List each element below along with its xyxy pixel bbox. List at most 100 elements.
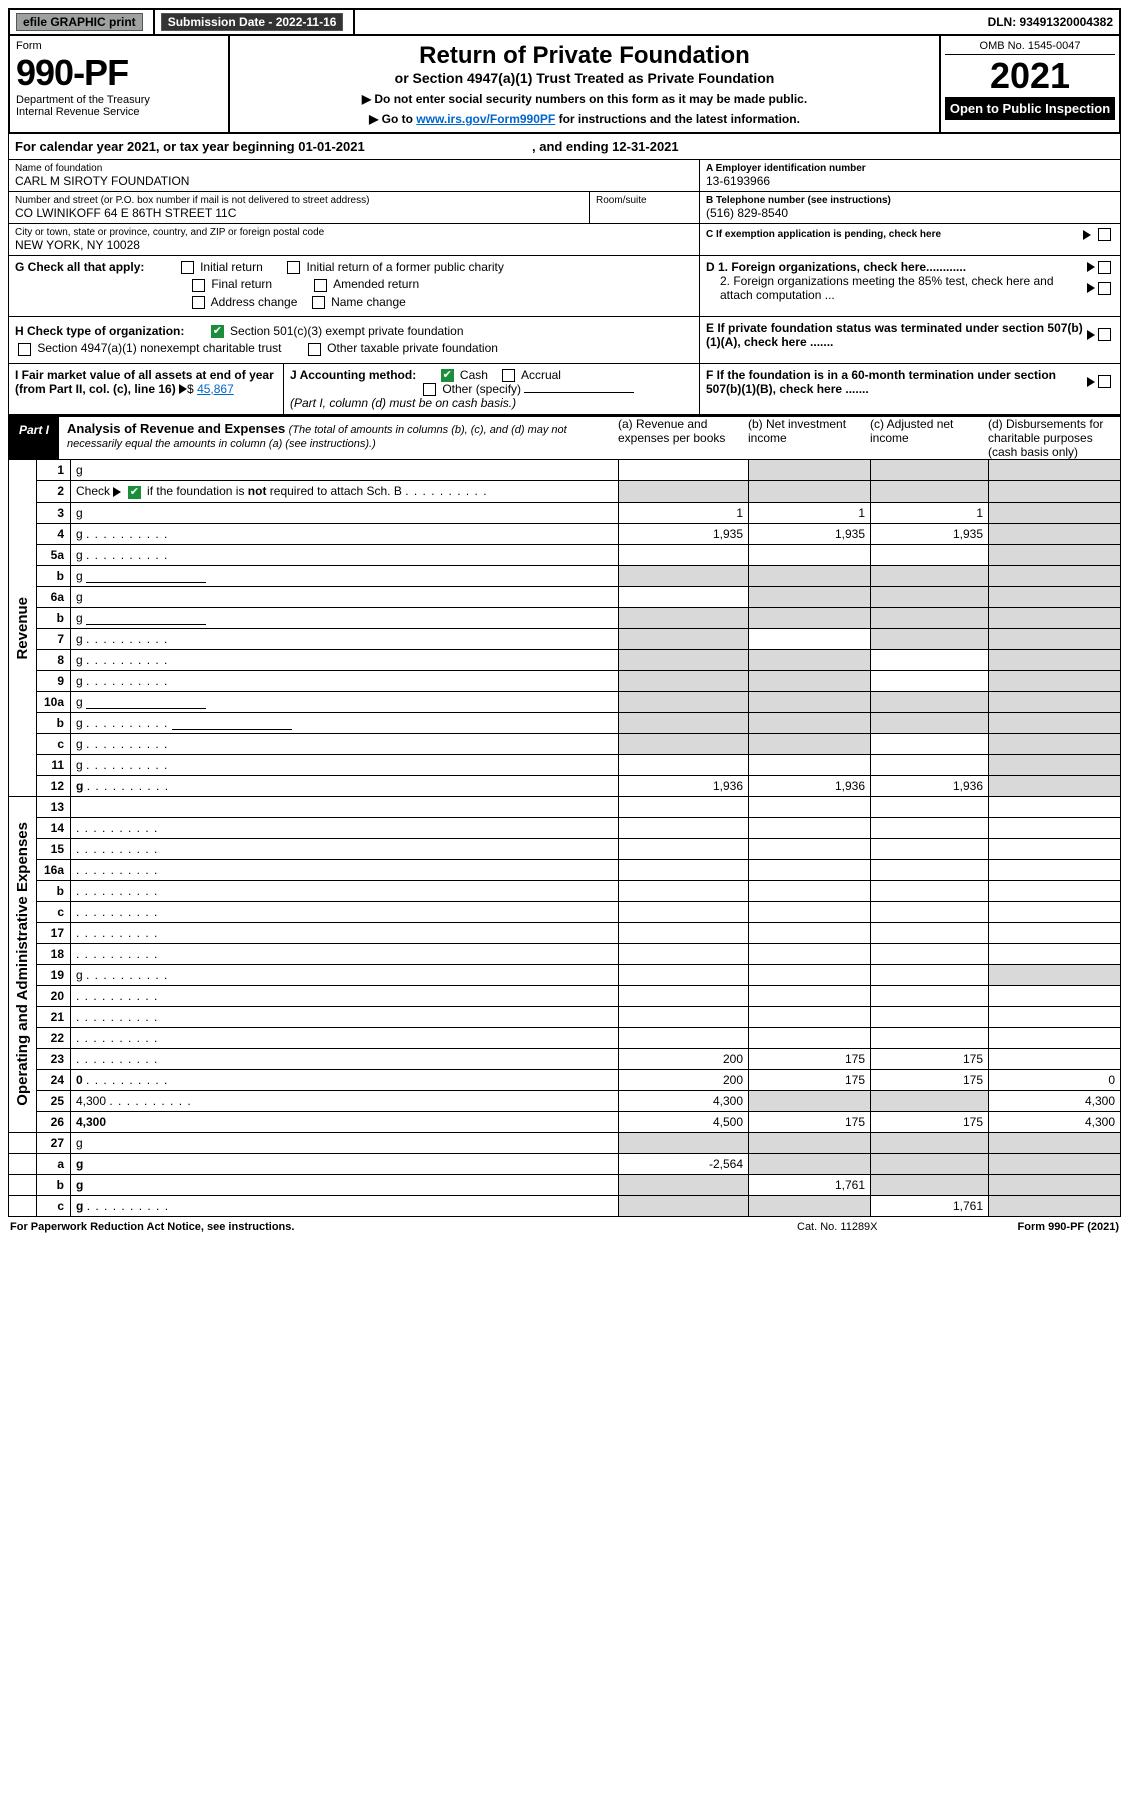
part1-label: Part I: [9, 417, 59, 459]
col-a-cell: [619, 1027, 749, 1048]
efile-button[interactable]: efile GRAPHIC print: [16, 13, 143, 31]
line-number: 18: [37, 943, 71, 964]
col-a-cell: [619, 1132, 749, 1153]
line-description: g: [71, 712, 619, 733]
g-amended-checkbox[interactable]: [314, 279, 327, 292]
table-row: cg: [9, 733, 1121, 754]
g-o3: Final return: [211, 277, 272, 291]
table-row: Operating and Administrative Expenses13: [9, 796, 1121, 817]
table-row: 8g: [9, 649, 1121, 670]
line-description: 4,300: [71, 1090, 619, 1111]
col-a-cell: [619, 922, 749, 943]
phone-value: (516) 829-8540: [706, 206, 1114, 220]
arrow-icon: [1087, 262, 1095, 272]
col-a-cell: [619, 670, 749, 691]
line-number: 27: [37, 1132, 71, 1153]
fmv-value[interactable]: 45,867: [197, 382, 234, 396]
col-a-cell: [619, 607, 749, 628]
h-4947-checkbox[interactable]: [18, 343, 31, 356]
col-a-cell: 1,936: [619, 775, 749, 796]
g-initial-checkbox[interactable]: [181, 261, 194, 274]
col-d-cell: [989, 502, 1121, 523]
g-name-checkbox[interactable]: [312, 296, 325, 309]
line-description: g: [71, 544, 619, 565]
col-a-cell: [619, 1195, 749, 1216]
col-d-cell: [989, 1006, 1121, 1027]
f-checkbox[interactable]: [1098, 375, 1111, 388]
exemption-checkbox[interactable]: [1098, 228, 1111, 241]
j-cash-checkbox[interactable]: [441, 369, 454, 382]
col-d-cell: [989, 1195, 1121, 1216]
room-label: Room/suite: [596, 195, 693, 206]
line-description: g: [71, 523, 619, 544]
line-description: g: [71, 649, 619, 670]
ein-value: 13-6193966: [706, 174, 1114, 188]
col-d-cell: [989, 859, 1121, 880]
col-d-cell: [989, 691, 1121, 712]
col-c-cell: 1,761: [871, 1195, 989, 1216]
col-a-cell: [619, 586, 749, 607]
col-d-cell: [989, 754, 1121, 775]
table-row: Revenue1g: [9, 460, 1121, 481]
footer: For Paperwork Reduction Act Notice, see …: [8, 1217, 1121, 1237]
line-number: 5a: [37, 544, 71, 565]
col-d-cell: [989, 880, 1121, 901]
top-bar: efile GRAPHIC print Submission Date - 20…: [8, 8, 1121, 36]
col-c-cell: [871, 1174, 989, 1195]
schb-checkbox[interactable]: [128, 486, 141, 499]
col-a-header: (a) Revenue and expenses per books: [618, 417, 748, 459]
j-other-checkbox[interactable]: [423, 383, 436, 396]
g-final-checkbox[interactable]: [192, 279, 205, 292]
col-b-cell: [749, 796, 871, 817]
g-o6: Name change: [331, 295, 406, 309]
table-row: bg: [9, 712, 1121, 733]
j-accrual-checkbox[interactable]: [502, 369, 515, 382]
line-description: [71, 1006, 619, 1027]
col-c-cell: [871, 1153, 989, 1174]
line-number: 3: [37, 502, 71, 523]
h-other-checkbox[interactable]: [308, 343, 321, 356]
col-d-cell: [989, 1048, 1121, 1069]
line-number: 2: [37, 481, 71, 502]
arrow-icon: [1083, 230, 1091, 240]
col-a-cell: [619, 691, 749, 712]
col-d-cell: [989, 712, 1121, 733]
d1-checkbox[interactable]: [1098, 261, 1111, 274]
table-row: cg 1,761: [9, 1195, 1121, 1216]
instructions-link[interactable]: www.irs.gov/Form990PF: [416, 112, 555, 126]
d2-checkbox[interactable]: [1098, 282, 1111, 295]
col-d-cell: [989, 523, 1121, 544]
col-a-cell: [619, 628, 749, 649]
line-number: 1: [37, 460, 71, 481]
h-501c3-checkbox[interactable]: [211, 325, 224, 338]
g-address-checkbox[interactable]: [192, 296, 205, 309]
col-c-cell: 175: [871, 1069, 989, 1090]
part1-table: Revenue1g2Check if the foundation is not…: [8, 460, 1121, 1216]
col-b-cell: [749, 1006, 871, 1027]
col-b-cell: [749, 901, 871, 922]
id-row-1: Name of foundation CARL M SIROTY FOUNDAT…: [8, 160, 1121, 192]
line-description: g: [71, 502, 619, 523]
dln-cell: DLN: 93491320004382: [982, 10, 1119, 34]
col-d-cell: [989, 1132, 1121, 1153]
col-c-cell: [871, 1090, 989, 1111]
col-b-cell: [749, 712, 871, 733]
col-b-cell: [749, 481, 871, 502]
footer-cat: Cat. No. 11289X: [797, 1221, 878, 1233]
col-b-cell: [749, 964, 871, 985]
col-c-cell: [871, 733, 989, 754]
line-description: [71, 922, 619, 943]
col-a-cell: 1: [619, 502, 749, 523]
col-a-cell: [619, 796, 749, 817]
g-o4: Amended return: [333, 277, 419, 291]
note-2: ▶ Go to www.irs.gov/Form990PF for instru…: [238, 112, 931, 126]
e-checkbox[interactable]: [1098, 328, 1111, 341]
col-d-cell: [989, 649, 1121, 670]
line-description: g: [71, 733, 619, 754]
col-a-cell: [619, 460, 749, 481]
h-o2: Section 4947(a)(1) nonexempt charitable …: [37, 341, 281, 355]
line-number: 16a: [37, 859, 71, 880]
col-b-cell: [749, 1027, 871, 1048]
col-d-cell: [989, 775, 1121, 796]
g-initial-public-checkbox[interactable]: [287, 261, 300, 274]
